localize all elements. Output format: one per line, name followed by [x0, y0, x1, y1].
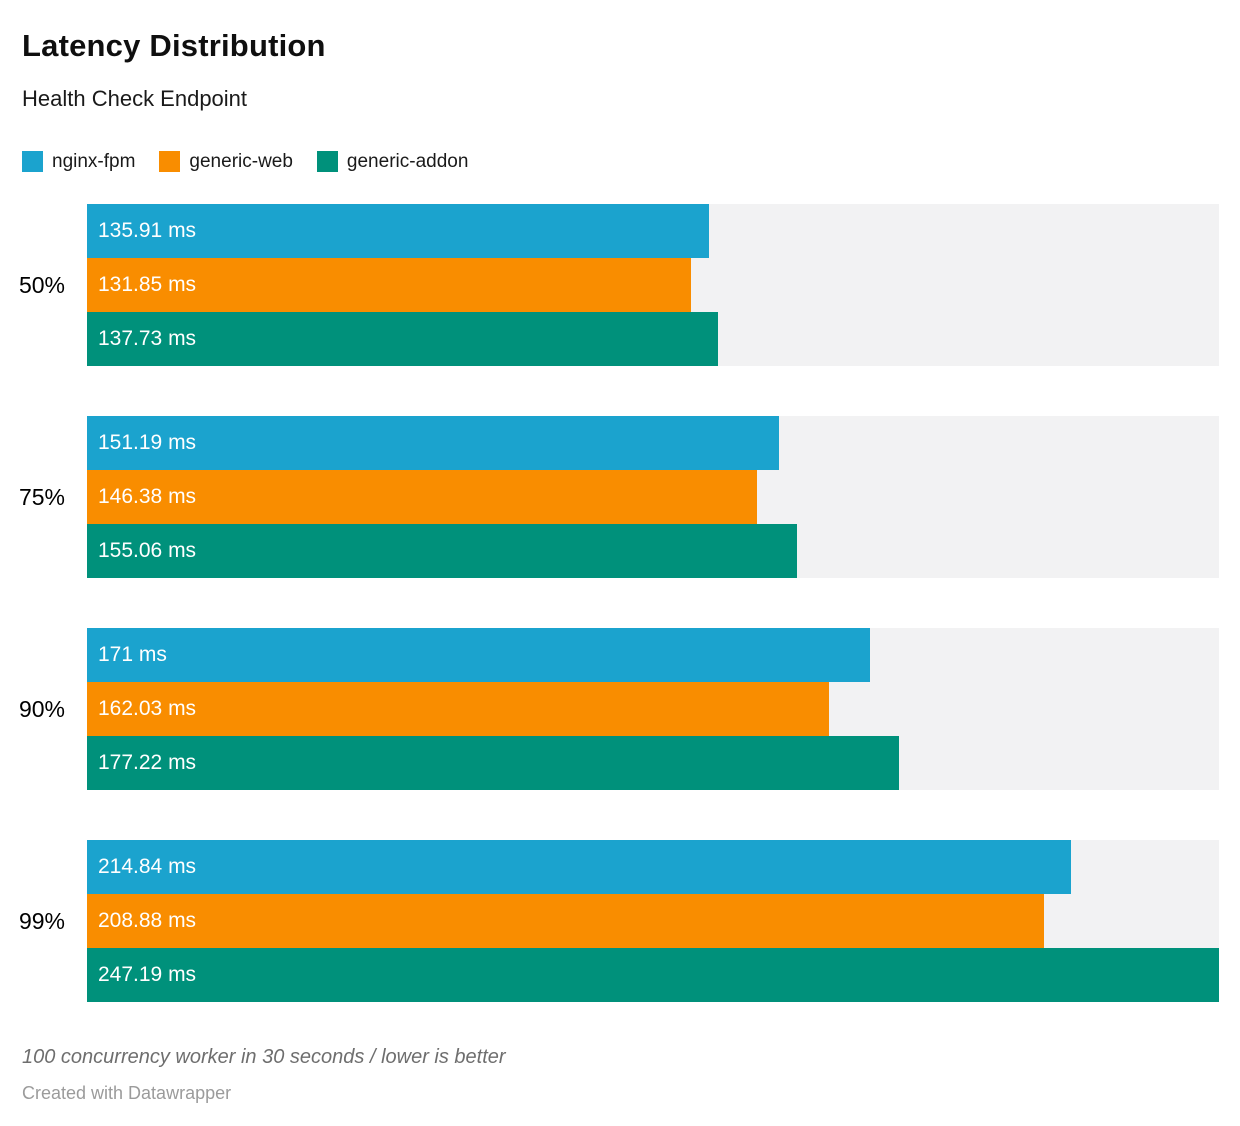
bar: 162.03 ms — [87, 682, 829, 736]
legend-item: generic-addon — [316, 151, 469, 172]
attribution: Created with Datawrapper — [22, 1083, 232, 1103]
bar: 177.22 ms — [87, 736, 899, 790]
bar: 135.91 ms — [87, 204, 710, 258]
legend-item: nginx-fpm — [22, 151, 135, 172]
bar: 131.85 ms — [87, 258, 691, 312]
bar-track: 171 ms 162.03 ms 177.22 ms — [87, 628, 1219, 790]
chart-subtitle: Health Check Endpoint — [22, 86, 248, 111]
category-label: 90% — [18, 695, 65, 722]
bar: 247.19 ms — [87, 948, 1219, 1002]
bar-track: 135.91 ms 131.85 ms 137.73 ms — [87, 204, 1219, 366]
bar-value-label: 214.84 ms — [98, 855, 197, 878]
bar-group: 90% 171 ms 162.03 ms 177.22 ms — [18, 628, 1219, 790]
legend-swatch — [316, 151, 338, 172]
bar: 171 ms — [87, 628, 871, 682]
plot-area: 50% 135.91 ms 131.85 ms 137.73 ms 75% 151.19 … — [18, 204, 1219, 1002]
bar-value-label: 151.19 ms — [98, 431, 197, 454]
bar-group: 50% 135.91 ms 131.85 ms 137.73 ms — [18, 204, 1219, 366]
bar: 146.38 ms — [87, 470, 758, 524]
bar: 151.19 ms — [87, 416, 780, 470]
bar-value-label: 131.85 ms — [98, 273, 197, 296]
bar-track: 214.84 ms 208.88 ms 247.19 ms — [87, 840, 1219, 1002]
legend-label: nginx-fpm — [52, 151, 136, 172]
footnote: 100 concurrency worker in 30 seconds / l… — [22, 1046, 506, 1068]
category-label: 75% — [18, 483, 65, 510]
bar-value-label: 155.06 ms — [98, 539, 197, 562]
legend-item: generic-web — [159, 151, 293, 172]
bar-group: 75% 151.19 ms 146.38 ms 155.06 ms — [18, 416, 1219, 578]
bar: 137.73 ms — [87, 312, 718, 366]
legend-swatch — [159, 151, 181, 172]
legend: nginx-fpm generic-web generic-addon — [22, 151, 1219, 172]
legend-label: generic-addon — [346, 151, 469, 172]
bar-value-label: 135.91 ms — [98, 219, 197, 242]
bar: 208.88 ms — [87, 894, 1044, 948]
bar-value-label: 171 ms — [98, 643, 167, 666]
bar-value-label: 162.03 ms — [98, 697, 197, 720]
bar-value-label: 247.19 ms — [98, 963, 197, 986]
category-label: 99% — [18, 907, 65, 934]
chart-title: Latency Distribution — [22, 28, 326, 63]
bar-value-label: 146.38 ms — [98, 485, 197, 508]
bar-value-label: 208.88 ms — [98, 909, 197, 932]
category-label: 50% — [18, 271, 65, 298]
bar-group: 99% 214.84 ms 208.88 ms 247.19 ms — [18, 840, 1219, 1002]
legend-label: generic-web — [189, 151, 293, 172]
bar: 155.06 ms — [87, 524, 798, 578]
bar-track: 151.19 ms 146.38 ms 155.06 ms — [87, 416, 1219, 578]
legend-swatch — [22, 151, 43, 172]
bar: 214.84 ms — [87, 840, 1071, 894]
bar-value-label: 177.22 ms — [98, 751, 197, 774]
bar-value-label: 137.73 ms — [98, 327, 197, 350]
